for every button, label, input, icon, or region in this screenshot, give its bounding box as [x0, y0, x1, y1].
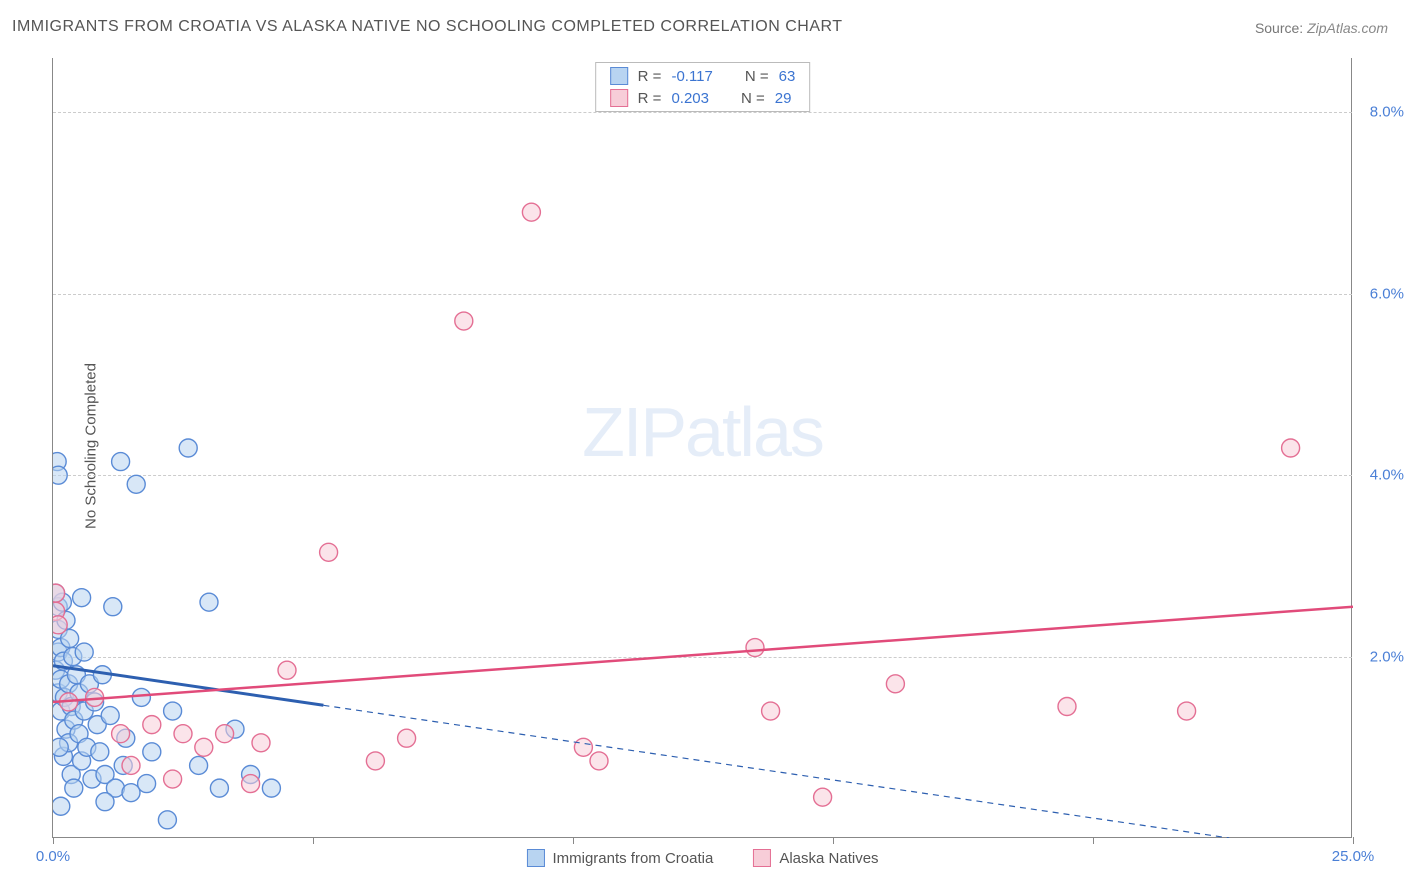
- r-value: 0.203: [671, 90, 709, 107]
- r-value: -0.117: [671, 68, 712, 85]
- x-tick: [313, 837, 314, 844]
- data-point: [75, 643, 93, 661]
- data-point: [1058, 697, 1076, 715]
- stats-legend-row: R = 0.203 N = 29: [596, 87, 810, 109]
- data-point: [1178, 702, 1196, 720]
- n-value: 63: [779, 68, 796, 85]
- data-point: [886, 675, 904, 693]
- data-point: [164, 770, 182, 788]
- data-point: [762, 702, 780, 720]
- scatter-plot: 2.0%4.0%6.0%8.0%0.0%25.0% ZIPatlas R =-0…: [52, 58, 1352, 838]
- data-point: [262, 779, 280, 797]
- data-point: [96, 793, 114, 811]
- x-tick: [1093, 837, 1094, 844]
- data-point: [190, 756, 208, 774]
- y-tick-label: 6.0%: [1370, 285, 1404, 302]
- data-point: [104, 598, 122, 616]
- source-label: Source:: [1255, 20, 1303, 36]
- data-point: [53, 584, 65, 602]
- data-point: [398, 729, 416, 747]
- x-tick-label: 25.0%: [1332, 848, 1375, 865]
- data-point: [366, 752, 384, 770]
- x-tick: [1353, 837, 1354, 844]
- chart-title: IMMIGRANTS FROM CROATIA VS ALASKA NATIVE…: [12, 18, 843, 36]
- data-point: [53, 738, 68, 756]
- data-point: [574, 738, 592, 756]
- legend-swatch: [610, 67, 628, 85]
- data-point: [746, 639, 764, 657]
- data-point: [158, 811, 176, 829]
- x-tick-label: 0.0%: [36, 848, 70, 865]
- stats-legend: R = -0.117 N = 63 R = 0.203 N = 29: [595, 62, 811, 112]
- data-point: [101, 707, 119, 725]
- data-point: [814, 788, 832, 806]
- legend-swatch: [526, 849, 544, 867]
- data-point: [53, 466, 67, 484]
- x-tick: [53, 837, 54, 844]
- data-point: [455, 312, 473, 330]
- data-point: [210, 779, 228, 797]
- data-point: [252, 734, 270, 752]
- data-point: [590, 752, 608, 770]
- data-point: [216, 725, 234, 743]
- source-attribution: Source: ZipAtlas.com: [1255, 20, 1388, 36]
- source-value: ZipAtlas.com: [1307, 20, 1388, 36]
- data-point: [53, 616, 67, 634]
- data-point: [242, 775, 260, 793]
- r-label: R =: [638, 68, 662, 85]
- data-point: [112, 725, 130, 743]
- data-point: [91, 743, 109, 761]
- y-tick-label: 8.0%: [1370, 104, 1404, 121]
- series-legend: Immigrants from Croatia Alaska Natives: [526, 849, 878, 867]
- legend-swatch: [753, 849, 771, 867]
- n-value: 29: [775, 90, 792, 107]
- data-point: [195, 738, 213, 756]
- data-point: [122, 784, 140, 802]
- data-point: [53, 797, 70, 815]
- data-point: [522, 203, 540, 221]
- data-point: [112, 453, 130, 471]
- plot-svg: [53, 58, 1353, 838]
- n-label: N =: [741, 90, 765, 107]
- data-point: [200, 593, 218, 611]
- data-point: [138, 775, 156, 793]
- data-point: [132, 688, 150, 706]
- data-point: [143, 743, 161, 761]
- data-point: [278, 661, 296, 679]
- x-tick: [573, 837, 574, 844]
- data-point: [174, 725, 192, 743]
- n-label: N =: [745, 68, 769, 85]
- y-tick-label: 4.0%: [1370, 467, 1404, 484]
- data-point: [73, 589, 91, 607]
- data-point: [179, 439, 197, 457]
- data-point: [164, 702, 182, 720]
- data-point: [65, 779, 83, 797]
- data-point: [320, 543, 338, 561]
- legend-swatch: [610, 89, 628, 107]
- x-tick: [833, 837, 834, 844]
- r-label: R =: [638, 90, 662, 107]
- series-legend-label: Immigrants from Croatia: [552, 850, 713, 867]
- series-legend-item: Alaska Natives: [753, 849, 878, 867]
- y-tick-label: 2.0%: [1370, 648, 1404, 665]
- stats-legend-row: R = -0.117 N = 63: [596, 65, 810, 87]
- data-point: [127, 475, 145, 493]
- data-point: [122, 756, 140, 774]
- data-point: [143, 716, 161, 734]
- series-legend-label: Alaska Natives: [779, 850, 878, 867]
- series-legend-item: Immigrants from Croatia: [526, 849, 713, 867]
- data-point: [1282, 439, 1300, 457]
